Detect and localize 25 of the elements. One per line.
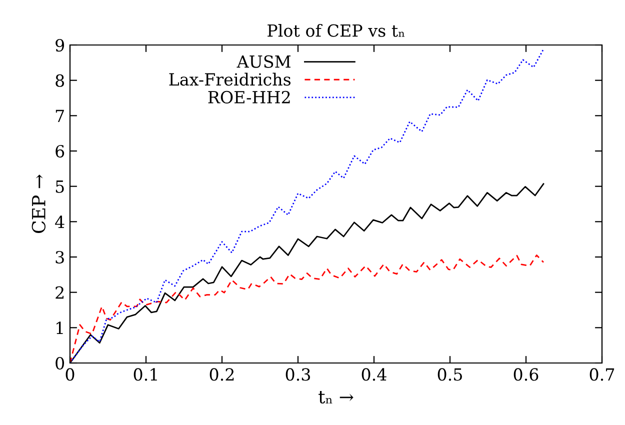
x-axis-title: tₙ → [318, 390, 354, 404]
y-tick-label: 7 [56, 110, 64, 122]
y-tick-label: 1 [56, 322, 63, 334]
x-tick-label: 0.7 [590, 368, 614, 381]
x-tick-label: 0 [66, 368, 74, 381]
y-tick-label: 3 [56, 250, 64, 264]
y-tick-label: 6 [56, 144, 64, 158]
y-tick-label: 2 [56, 286, 64, 299]
line-series [70, 254, 544, 363]
x-tick-label: 0.6 [514, 368, 538, 381]
legend-label: AUSM [236, 55, 291, 68]
x-tick-label: 0.5 [438, 368, 462, 381]
x-tick-label: 0.4 [362, 368, 386, 381]
y-tick-label: 9 [56, 38, 64, 52]
y-tick-label: 8 [56, 74, 64, 87]
x-tick-label: 0.1 [134, 368, 157, 381]
y-axis-title: CEP → [32, 174, 46, 233]
legend-label: ROE-HH2 [208, 90, 290, 104]
y-tick-label: 4 [55, 216, 64, 228]
legend-label: Lax-Freidrichs [169, 72, 291, 86]
chart-title: Plot of CEP vs tₙ [268, 24, 404, 37]
x-tick-label: 0.2 [210, 368, 234, 381]
y-tick-label: 0 [56, 356, 64, 370]
y-tick-label: 5 [56, 180, 64, 193]
x-tick-label: 0.3 [286, 368, 310, 381]
